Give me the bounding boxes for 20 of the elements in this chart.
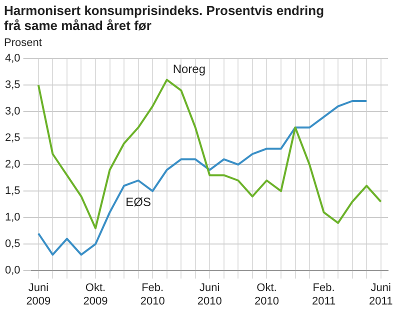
y-tick-label: 1,0 bbox=[4, 212, 20, 224]
y-tick-label: 0,0 bbox=[4, 264, 20, 277]
x-tick-label: Feb. 2010 bbox=[140, 282, 165, 308]
series-label: EØS bbox=[126, 194, 151, 209]
x-tick-label: Juni 2010 bbox=[197, 282, 222, 308]
x-tick-label: Juni 2009 bbox=[26, 282, 51, 308]
x-tick-label: Okt. 2010 bbox=[254, 282, 279, 308]
y-tick-label: 3,5 bbox=[4, 79, 20, 92]
series-label: Noreg bbox=[172, 62, 206, 76]
x-tick-label: Feb. 2011 bbox=[312, 282, 336, 308]
y-tick-label: 2,5 bbox=[4, 132, 20, 144]
chart-title: Harmonisert konsumprisindeks. Prosentvis endring frå same månad året før bbox=[3, 2, 326, 33]
y-tick-label: 1,5 bbox=[4, 185, 20, 198]
y-tick-label: 4,0 bbox=[4, 52, 20, 65]
y-tick-label: 3,0 bbox=[4, 106, 20, 118]
x-tick-label: Juni 2011 bbox=[369, 282, 393, 308]
y-axis-title: Prosent bbox=[3, 36, 43, 49]
x-tick-label: Okt. 2009 bbox=[83, 282, 108, 308]
y-tick-label: 0,5 bbox=[4, 238, 20, 250]
y-tick-label: 2,0 bbox=[4, 158, 20, 171]
